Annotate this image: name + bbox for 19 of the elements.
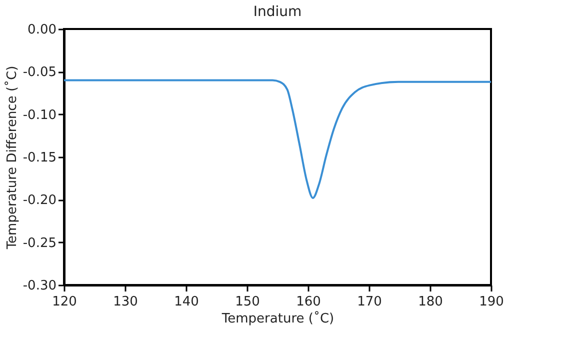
x-tick-label: 170 [357,294,382,310]
y-axis-title: Temperature Difference (˚C) [4,66,20,250]
y-tick-label: 0.00 [28,22,56,38]
x-tick-label: 180 [418,294,443,310]
x-tick-label: 190 [479,294,504,310]
y-tick-label: -0.10 [22,108,56,123]
x-tick-label: 150 [235,294,260,310]
y-tick-label: -0.25 [22,236,56,251]
y-tick-label: -0.05 [22,65,56,80]
x-tick-label: 130 [113,294,138,310]
x-tick-label: 160 [296,294,321,310]
line-series [63,79,492,199]
chart-title: Indium [253,4,302,20]
y-tick-label: -0.20 [22,193,56,208]
x-axis-title: Temperature (˚C) [220,310,334,326]
y-tick-label: -0.15 [22,150,56,166]
x-tick-label: 140 [174,294,199,310]
y-tick-label: -0.30 [22,278,56,294]
x-tick-label: 120 [52,294,77,310]
